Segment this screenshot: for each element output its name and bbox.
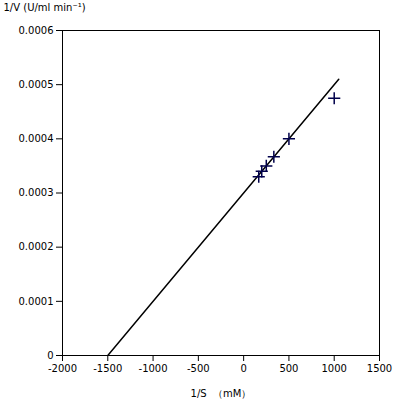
- svg-text:1/V (U/ml min⁻¹): 1/V (U/ml min⁻¹): [4, 2, 86, 13]
- svg-text:-2000: -2000: [48, 363, 77, 374]
- svg-text:0.0001: 0.0001: [19, 296, 54, 307]
- svg-text:1/S （mM）: 1/S （mM）: [191, 388, 252, 399]
- svg-text:0: 0: [47, 350, 53, 361]
- svg-text:-1500: -1500: [93, 363, 122, 374]
- svg-text:1000: 1000: [321, 363, 346, 374]
- svg-text:0.0002: 0.0002: [19, 241, 54, 252]
- svg-text:0.0003: 0.0003: [19, 187, 54, 198]
- svg-text:0: 0: [240, 363, 246, 374]
- svg-text:1500: 1500: [367, 363, 392, 374]
- svg-text:0.0006: 0.0006: [19, 25, 54, 36]
- svg-text:0.0004: 0.0004: [19, 133, 54, 144]
- svg-text:-500: -500: [187, 363, 210, 374]
- svg-text:-1000: -1000: [139, 363, 168, 374]
- svg-text:0.0005: 0.0005: [19, 79, 54, 90]
- svg-text:500: 500: [279, 363, 298, 374]
